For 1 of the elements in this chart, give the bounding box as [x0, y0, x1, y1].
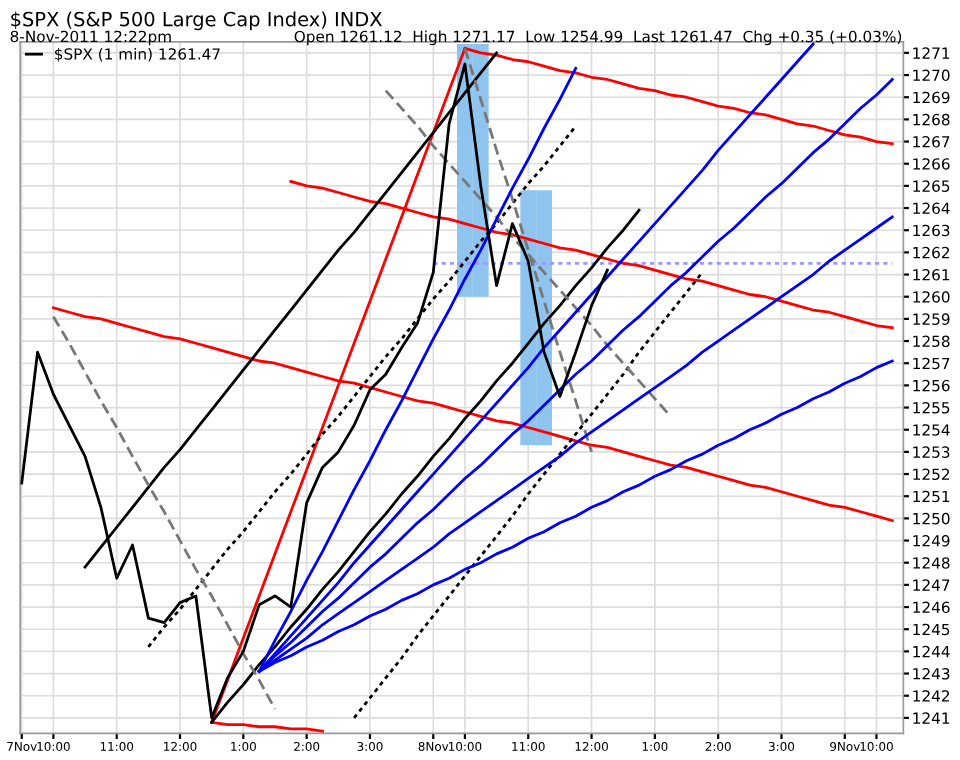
chart-title: $SPX (S&P 500 Large Cap Index) INDX: [11, 11, 382, 31]
